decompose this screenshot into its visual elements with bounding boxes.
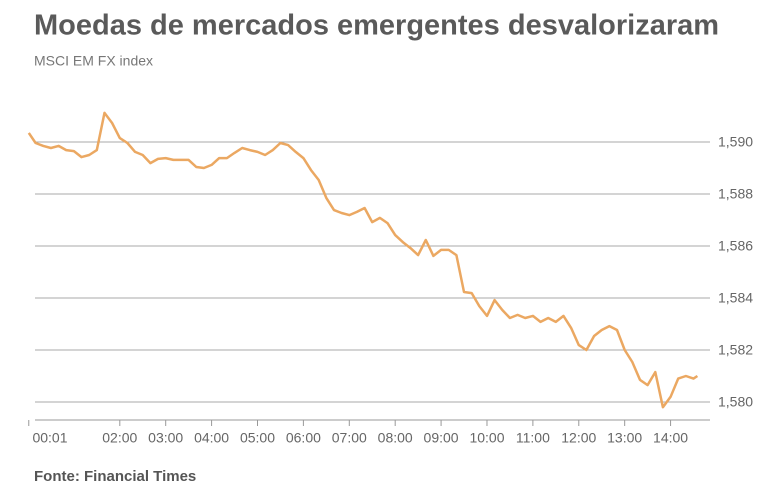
x-tick-label: 00:01 <box>32 430 67 446</box>
data-line <box>27 111 699 409</box>
x-tick-label: 12:00 <box>561 430 596 446</box>
y-tick-label: 1,588 <box>718 186 753 202</box>
x-tick-label: 05:00 <box>240 430 275 446</box>
x-tick-label: 09:00 <box>424 430 459 446</box>
chart-subtitle: MSCI EM FX index <box>34 53 153 69</box>
y-tick-label: 1,580 <box>718 394 753 410</box>
x-tick-label: 14:00 <box>653 430 688 446</box>
x-tick-label: 08:00 <box>378 430 413 446</box>
source: Fonte: Financial Times <box>34 468 196 485</box>
x-tick-label: 13:00 <box>607 430 642 446</box>
x-tick-label: 07:00 <box>332 430 367 446</box>
x-tick-label: 11:00 <box>516 430 550 446</box>
x-tick-label: 04:00 <box>194 430 229 446</box>
y-tick-label: 1,582 <box>718 342 753 358</box>
x-tick-label: 03:00 <box>148 430 183 446</box>
x-tick-label: 02:00 <box>102 430 137 446</box>
chart-title: Moedas de mercados emergentes desvaloriz… <box>34 10 719 42</box>
y-tick-label: 1,590 <box>718 134 753 150</box>
y-tick-label: 1,586 <box>718 238 753 254</box>
y-tick-label: 1,584 <box>718 290 753 306</box>
x-tick-label: 06:00 <box>286 430 321 446</box>
x-tick-label: 10:00 <box>469 430 504 446</box>
